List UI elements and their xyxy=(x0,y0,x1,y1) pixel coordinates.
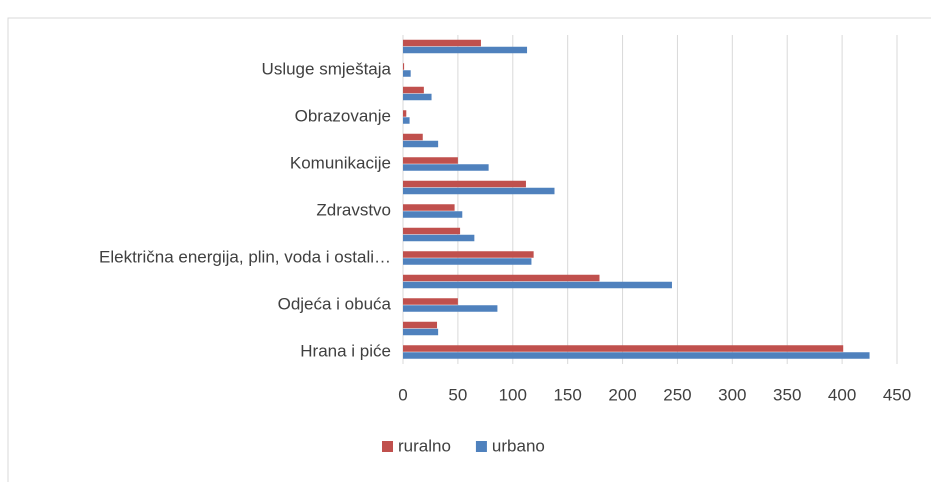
bar xyxy=(403,110,407,117)
x-tick-label: 400 xyxy=(828,385,856,404)
y-tick-label: Odjeća i obuća xyxy=(278,295,392,314)
bar xyxy=(403,274,600,282)
x-tick-label: 200 xyxy=(608,385,636,404)
bar xyxy=(403,345,844,352)
x-tick-label: 0 xyxy=(398,385,407,404)
legend-label: ruralno xyxy=(398,436,451,455)
x-tick-label: 300 xyxy=(718,385,746,404)
x-tick-label: 250 xyxy=(663,385,691,404)
bar xyxy=(403,251,534,258)
y-tick-label: Komunikacije xyxy=(290,154,391,173)
bar xyxy=(403,305,498,312)
legend-label: urbano xyxy=(492,436,545,455)
bar xyxy=(403,63,405,70)
bar xyxy=(403,140,439,148)
bar xyxy=(403,70,411,77)
bar xyxy=(403,187,555,195)
x-tick-label: 350 xyxy=(773,385,801,404)
bar xyxy=(403,298,458,305)
bar xyxy=(403,46,528,54)
bar xyxy=(403,93,432,101)
bar xyxy=(403,321,438,329)
y-tick-label: Usluge smještaja xyxy=(262,60,392,79)
bar xyxy=(403,164,489,171)
y-tick-label: Električna energija, plin, voda i ostali… xyxy=(99,248,391,267)
y-tick-label: Zdravstvo xyxy=(316,201,391,220)
x-tick-label: 150 xyxy=(553,385,581,404)
bar xyxy=(403,204,455,211)
bar xyxy=(403,258,532,265)
bar xyxy=(403,211,463,218)
bar xyxy=(403,86,424,94)
bar xyxy=(403,352,870,359)
bar xyxy=(403,39,481,47)
bar xyxy=(403,234,475,242)
x-tick-label: 100 xyxy=(499,385,527,404)
y-tick-label: Hrana i piće xyxy=(300,342,391,361)
legend-swatch xyxy=(382,441,393,452)
bar xyxy=(403,180,526,188)
x-tick-label: 50 xyxy=(448,385,467,404)
y-tick-label: Obrazovanje xyxy=(295,107,391,126)
chart-frame xyxy=(7,17,931,482)
bar xyxy=(403,328,439,336)
bar xyxy=(403,133,423,141)
x-tick-label: 450 xyxy=(883,385,911,404)
legend-swatch xyxy=(475,441,487,452)
bar xyxy=(403,117,410,124)
bar xyxy=(403,157,458,164)
bar xyxy=(403,227,461,235)
bar xyxy=(403,281,672,289)
